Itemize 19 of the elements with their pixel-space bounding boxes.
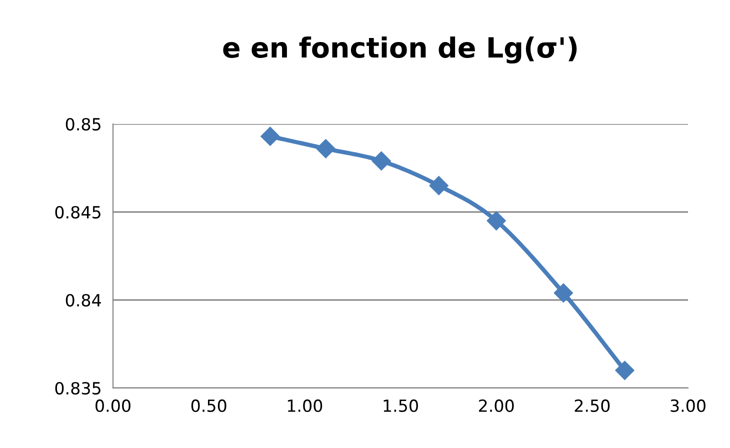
x-tick-label: 0.50 xyxy=(191,399,226,412)
y-tick-label: 0.845 xyxy=(55,206,100,219)
y-tick-label: 0.85 xyxy=(66,118,100,131)
point xyxy=(554,283,573,302)
point xyxy=(260,126,280,146)
y-tick-label: 0.84 xyxy=(66,294,101,307)
point xyxy=(486,211,506,230)
point xyxy=(316,139,336,158)
x-tick-label: 2.50 xyxy=(574,399,610,412)
x-tick-label: 3.00 xyxy=(670,399,706,412)
point xyxy=(615,360,634,380)
x-tick-label: 2.00 xyxy=(479,399,514,412)
x-tick-label: 1.50 xyxy=(384,399,418,412)
x-tick-label: 1.00 xyxy=(288,399,322,412)
chart-title: e en fonction de Lg(σ') xyxy=(223,36,577,64)
x-tick-label: 0.00 xyxy=(96,399,130,412)
point xyxy=(372,151,391,170)
y-tick-label: 0.835 xyxy=(55,382,100,395)
point xyxy=(429,176,448,196)
